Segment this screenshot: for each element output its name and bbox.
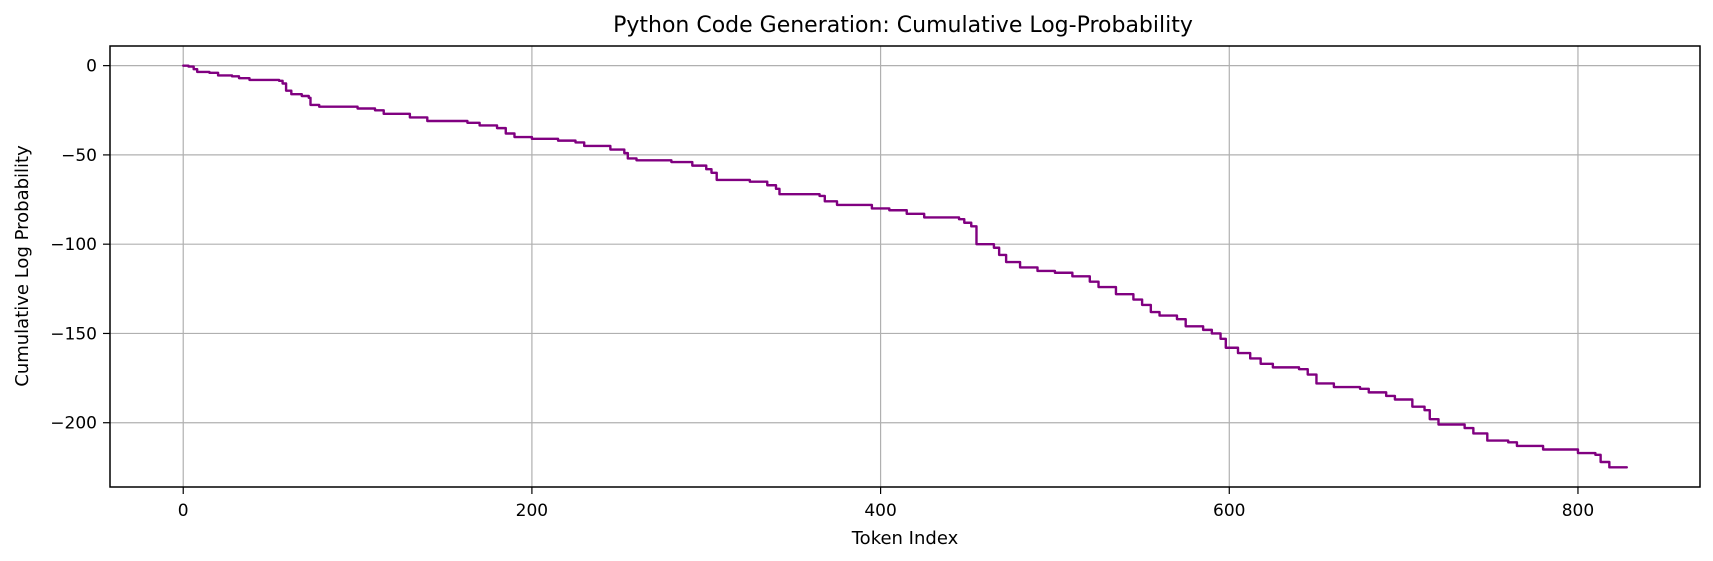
series-line — [182, 64, 1628, 469]
chart-title: Python Code Generation: Cumulative Log-P… — [613, 13, 1193, 38]
x-tick-label: 400 — [864, 501, 896, 521]
axis-ticks: 0 200 400 600 800 0 −50 −100 −150 −200 — [50, 57, 1594, 521]
y-tick-label: −200 — [50, 414, 97, 434]
x-axis-label: Token Index — [851, 528, 959, 549]
y-axis-label: Cumulative Log Probability — [12, 145, 33, 387]
grid-lines — [110, 46, 1700, 487]
x-tick-label: 200 — [516, 501, 548, 521]
y-tick-label: −100 — [50, 235, 97, 255]
y-tick-label: −150 — [50, 324, 97, 344]
x-tick-label: 0 — [178, 501, 189, 521]
y-tick-label: 0 — [86, 57, 97, 77]
x-tick-label: 600 — [1213, 501, 1245, 521]
plot-frame — [109, 45, 1701, 488]
y-tick-label: −50 — [61, 146, 97, 166]
x-tick-label: 800 — [1562, 501, 1594, 521]
